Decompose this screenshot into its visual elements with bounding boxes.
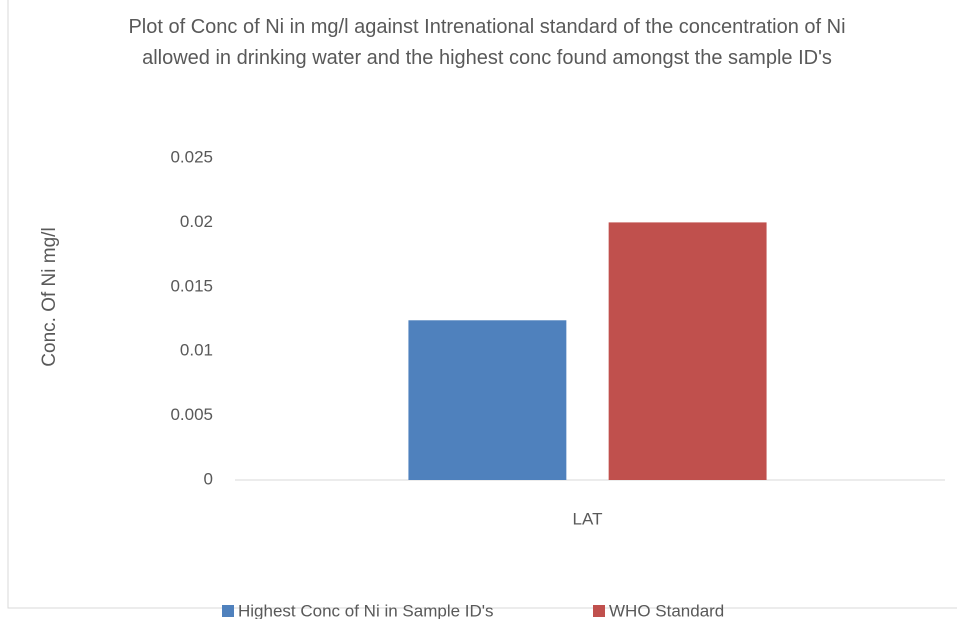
bar [608,222,767,480]
x-tick-label: LAT [573,509,603,528]
legend-label: Highest Conc of Ni in Sample ID's [238,601,494,619]
y-tick-label: 0.025 [170,147,213,166]
chart-title: Plot of Conc of Ni in mg/l against Intre… [128,16,846,69]
y-axis-label: Conc. Of Ni mg/l [39,227,60,367]
y-tick-label: 0.015 [170,276,213,295]
legend-label: WHO Standard [609,601,724,619]
y-tick-label: 0.02 [180,212,213,231]
chart-frame [7,0,957,609]
y-tick-label: 0.01 [180,341,213,360]
y-tick-label: 0.005 [170,405,213,424]
legend-swatch [222,605,234,617]
legend-swatch [593,605,605,617]
y-tick-label: 0 [204,469,213,488]
bar [408,320,567,480]
